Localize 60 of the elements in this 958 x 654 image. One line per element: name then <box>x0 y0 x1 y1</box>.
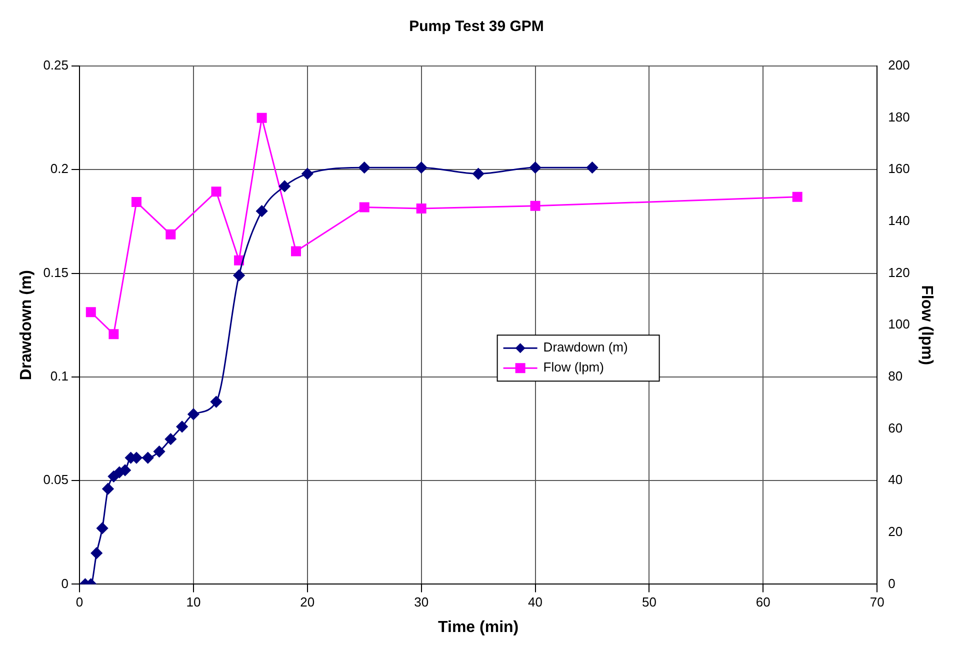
y2-tick-label: 100 <box>888 316 910 332</box>
point <box>530 200 540 211</box>
point <box>530 162 542 174</box>
point <box>416 204 426 214</box>
point <box>211 186 222 197</box>
point <box>302 168 314 180</box>
chart-title: Pump Test 39 GPM <box>409 18 544 36</box>
point <box>131 197 142 208</box>
y2-tick-label: 80 <box>888 368 903 384</box>
point <box>210 396 222 408</box>
y2-tick-label: 20 <box>888 524 903 539</box>
point <box>108 329 119 340</box>
y-tick-label: 0.2 <box>50 161 68 176</box>
point <box>233 270 245 282</box>
point <box>142 452 154 464</box>
y2-axis-title: Flow (lpm) <box>918 285 935 366</box>
point <box>176 420 188 432</box>
point <box>166 229 176 240</box>
point <box>102 483 114 495</box>
y-tick-label: 0.05 <box>43 472 68 488</box>
point <box>96 522 108 534</box>
y2-tick-label: 60 <box>888 420 903 436</box>
y2-tick-label: 200 <box>888 58 910 73</box>
y-tick-label: 0 <box>61 576 68 591</box>
y-tick-label: 0.15 <box>43 264 68 280</box>
x-tick-label: 40 <box>528 594 543 610</box>
x-tick-label: 30 <box>414 594 429 610</box>
x-axis-title: Time (min) <box>438 618 519 636</box>
x-tick-label: 70 <box>870 594 884 610</box>
y-tick-label: 0.25 <box>43 58 68 73</box>
y2-tick-label: 160 <box>888 161 910 176</box>
y-tick-label: 0.1 <box>50 368 68 384</box>
y2-tick-label: 0 <box>888 576 896 591</box>
point <box>416 162 428 174</box>
y2-tick-label: 120 <box>888 264 910 280</box>
point <box>359 202 370 212</box>
y2-tick-label: 40 <box>888 472 903 488</box>
x-tick-label: 60 <box>756 594 770 610</box>
point <box>256 112 267 123</box>
point <box>256 205 268 217</box>
point <box>586 162 598 174</box>
point <box>792 192 802 202</box>
legend-label: Flow (lpm) <box>543 360 604 375</box>
y2-tick-label: 140 <box>888 213 910 228</box>
point <box>188 408 200 420</box>
x-tick-label: 10 <box>186 594 201 610</box>
y2-tick-label: 180 <box>888 109 910 124</box>
point <box>358 162 370 174</box>
point <box>291 246 301 256</box>
point <box>472 168 484 180</box>
legend-label: Drawdown (m) <box>543 340 628 355</box>
point <box>278 180 290 192</box>
point <box>154 446 166 458</box>
y-axis-title: Drawdown (m) <box>18 270 36 380</box>
x-tick-label: 0 <box>76 594 84 610</box>
point <box>164 433 176 445</box>
x-tick-label: 20 <box>300 594 315 610</box>
point <box>86 307 96 318</box>
point <box>90 547 102 559</box>
x-tick-label: 50 <box>642 594 656 610</box>
